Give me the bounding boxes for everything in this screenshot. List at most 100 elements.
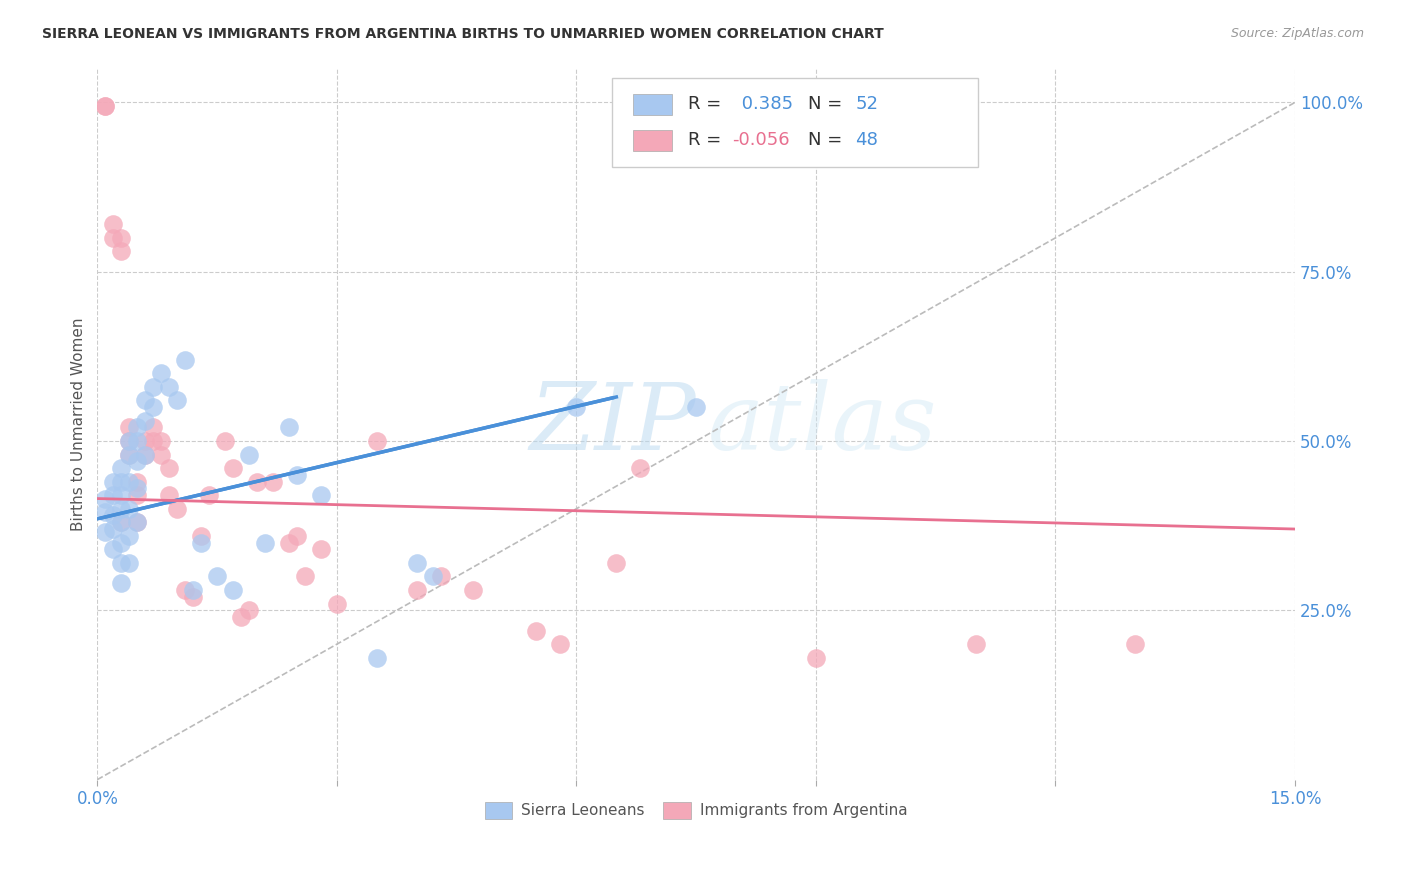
Point: [238, 448, 260, 462]
Point: [134, 434, 156, 448]
Point: [326, 597, 349, 611]
Point: [845, 99, 868, 113]
Point: [685, 400, 707, 414]
Point: [110, 576, 132, 591]
Point: [214, 434, 236, 448]
Point: [134, 414, 156, 428]
Point: [127, 454, 149, 468]
Point: [181, 590, 204, 604]
Point: [166, 393, 188, 408]
Point: [142, 400, 165, 414]
Point: [366, 434, 388, 448]
Text: R =: R =: [688, 95, 727, 113]
Text: SIERRA LEONEAN VS IMMIGRANTS FROM ARGENTINA BIRTHS TO UNMARRIED WOMEN CORRELATIO: SIERRA LEONEAN VS IMMIGRANTS FROM ARGENT…: [42, 27, 884, 41]
Point: [118, 448, 141, 462]
Point: [142, 420, 165, 434]
Point: [118, 434, 141, 448]
Point: [150, 434, 173, 448]
Point: [118, 529, 141, 543]
Point: [150, 448, 173, 462]
Text: R =: R =: [688, 130, 727, 149]
Point: [166, 501, 188, 516]
Point: [110, 488, 132, 502]
Point: [246, 475, 269, 489]
Point: [222, 582, 245, 597]
Point: [461, 582, 484, 597]
Text: Source: ZipAtlas.com: Source: ZipAtlas.com: [1230, 27, 1364, 40]
Text: atlas: atlas: [709, 379, 938, 469]
Point: [94, 99, 117, 113]
Point: [110, 244, 132, 259]
Point: [110, 501, 132, 516]
Point: [405, 556, 427, 570]
Point: [127, 515, 149, 529]
Point: [285, 529, 308, 543]
Text: N =: N =: [807, 95, 848, 113]
Point: [127, 515, 149, 529]
Point: [127, 482, 149, 496]
Point: [142, 380, 165, 394]
Text: -0.056: -0.056: [733, 130, 790, 149]
Point: [429, 569, 451, 583]
Point: [103, 508, 125, 523]
Point: [190, 535, 212, 549]
Point: [628, 461, 651, 475]
Point: [157, 488, 180, 502]
FancyBboxPatch shape: [613, 78, 977, 167]
Point: [127, 475, 149, 489]
Point: [110, 461, 132, 475]
Point: [605, 556, 627, 570]
Point: [278, 420, 301, 434]
Point: [294, 569, 316, 583]
Point: [262, 475, 284, 489]
Point: [134, 448, 156, 462]
Text: 48: 48: [855, 130, 879, 149]
Point: [828, 99, 851, 113]
Point: [94, 505, 117, 519]
Point: [110, 515, 132, 529]
Point: [110, 231, 132, 245]
Point: [309, 542, 332, 557]
Point: [103, 217, 125, 231]
Point: [181, 582, 204, 597]
Point: [565, 400, 588, 414]
Point: [134, 448, 156, 462]
Point: [103, 542, 125, 557]
Point: [174, 352, 197, 367]
Point: [174, 582, 197, 597]
Point: [103, 488, 125, 502]
Point: [94, 491, 117, 506]
Point: [366, 650, 388, 665]
Point: [110, 535, 132, 549]
Legend: Sierra Leoneans, Immigrants from Argentina: Sierra Leoneans, Immigrants from Argenti…: [478, 796, 914, 825]
Point: [127, 420, 149, 434]
Point: [1123, 637, 1146, 651]
Point: [150, 366, 173, 380]
Bar: [633, 129, 672, 151]
Point: [94, 99, 117, 113]
Text: ZIP: ZIP: [530, 379, 696, 469]
Point: [127, 488, 149, 502]
Point: [142, 434, 165, 448]
Point: [422, 569, 444, 583]
Point: [198, 488, 221, 502]
Point: [118, 434, 141, 448]
Point: [804, 650, 827, 665]
Point: [309, 488, 332, 502]
Point: [118, 556, 141, 570]
Text: 0.385: 0.385: [735, 95, 793, 113]
Point: [278, 535, 301, 549]
Bar: [633, 95, 672, 115]
Point: [110, 515, 132, 529]
Point: [550, 637, 572, 651]
Point: [134, 393, 156, 408]
Point: [965, 637, 987, 651]
Point: [118, 501, 141, 516]
Point: [157, 380, 180, 394]
Text: 52: 52: [855, 95, 879, 113]
Point: [405, 582, 427, 597]
Point: [253, 535, 276, 549]
Point: [118, 475, 141, 489]
Point: [229, 610, 252, 624]
Point: [526, 624, 548, 638]
